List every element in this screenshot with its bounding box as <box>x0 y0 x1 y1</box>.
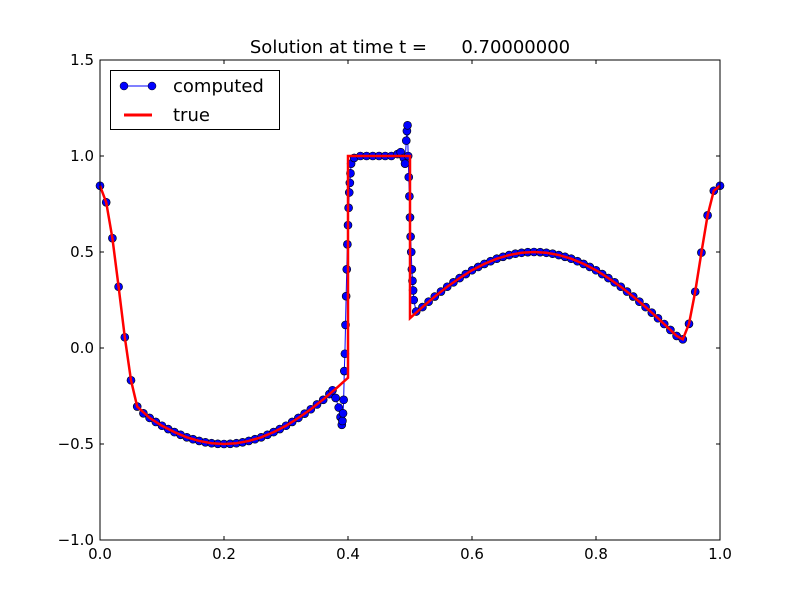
computed-point <box>331 393 340 403</box>
computed-point <box>338 416 347 426</box>
legend-true-label: true <box>173 105 210 126</box>
computed-point <box>403 120 412 130</box>
legend-box <box>110 70 280 130</box>
y-tick-label: −1.0 <box>58 531 94 549</box>
computed-point <box>339 395 348 405</box>
y-tick-label: 1.0 <box>70 147 94 165</box>
computed-point <box>401 136 411 145</box>
legend-computed-label: computed <box>173 76 264 97</box>
y-tick-label: −0.5 <box>58 435 94 453</box>
x-tick-label: 0.6 <box>460 545 484 563</box>
y-tick-label: 1.5 <box>70 51 94 69</box>
y-tick-label: 0.5 <box>70 243 94 261</box>
legend: computed true <box>110 70 280 130</box>
x-tick-label: 0.0 <box>88 545 112 563</box>
true-series-line <box>98 154 721 446</box>
legend-computed-marker <box>119 81 129 91</box>
chart-title: Solution at time t = 0.70000000 <box>250 37 570 58</box>
x-tick-label: 0.4 <box>336 545 360 563</box>
x-tick-label: 0.2 <box>212 545 236 563</box>
axes-frame <box>99 59 721 541</box>
computed-point <box>400 159 410 168</box>
y-tick-label: 0.0 <box>70 339 94 357</box>
x-tick-label: 0.8 <box>584 545 608 563</box>
computed-point <box>338 408 348 418</box>
plot-area <box>95 120 725 449</box>
computed-point <box>334 403 344 412</box>
x-tick-label: 1.0 <box>708 545 732 563</box>
ticks: 0.0 0.2 0.4 0.6 0.8 1.0 −1.0 −0.5 0.0 0.5 1.0 1.5 <box>58 51 732 563</box>
legend-computed-marker <box>147 81 157 91</box>
